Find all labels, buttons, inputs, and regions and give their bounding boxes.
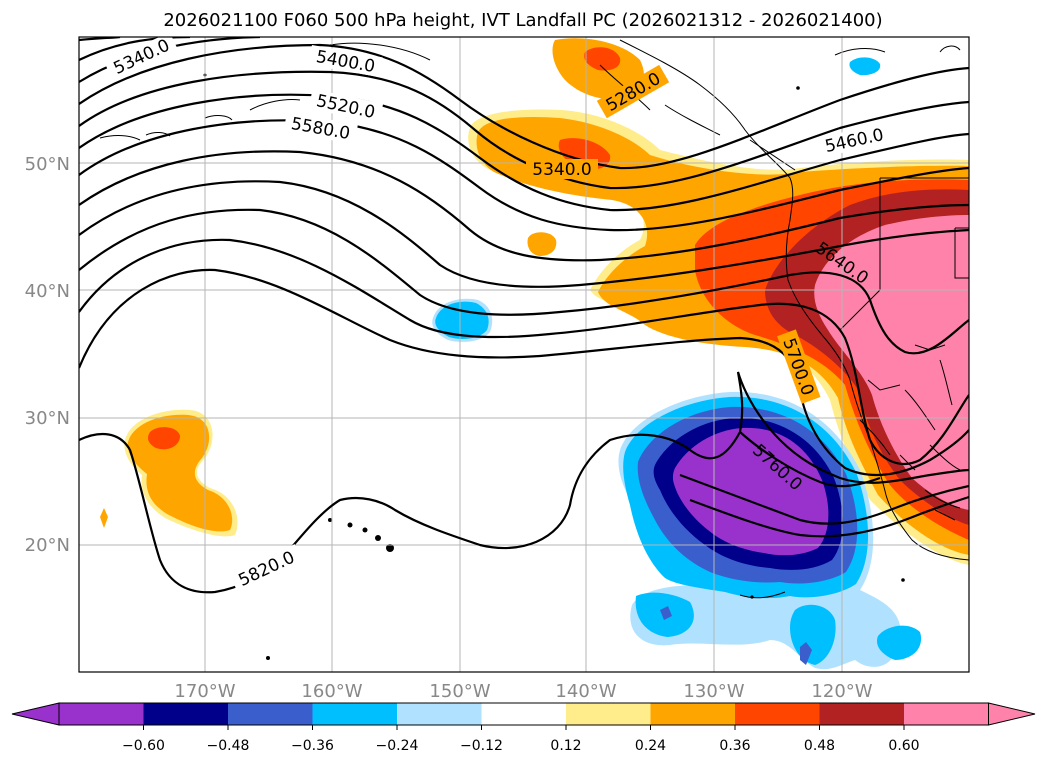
colorbar-tick-label-10: 0.60 [888,738,919,754]
colorbar-segment-1 [59,703,144,725]
islands [203,73,905,660]
shading-pink [814,215,969,510]
colorbar-tick-label-6: 0.12 [550,738,581,754]
lat-label-40n: 40°N [25,281,70,302]
lon-label-140w: 140°W [555,681,616,702]
colorbar-segment-2 [143,703,228,725]
colorbar-tick-marks [143,725,905,730]
lon-label-130w: 130°W [683,681,744,702]
colorbar-tick-label-1: −0.60 [122,738,165,754]
colorbar-tick-label-7: 0.24 [635,738,666,754]
colorbar-segment-9 [735,703,820,725]
colorbar-segment-7 [566,703,651,725]
colorbar-segment-4 [312,703,397,725]
colorbar-tick-label-9: 0.48 [804,738,835,754]
lon-label-160w: 160°W [301,681,362,702]
colorbar-segment-10 [819,703,904,725]
colorbar-tick-label-3: −0.36 [291,738,334,754]
lon-label-150w: 150°W [429,681,490,702]
colorbar-tick-label-5: −0.12 [460,738,503,754]
colorbar: −0.60 −0.48 −0.36 −0.24 −0.12 0.12 0.24 … [11,702,1036,754]
colorbar-segment-6 [481,703,566,725]
colorbar-frame [58,702,989,726]
map-frame [78,36,970,673]
shading-blue-small [435,301,489,339]
colorbar-segment-11 [904,703,989,725]
subtropical-positive-shading [100,409,238,537]
latitude-labels: 50°N 40°N 30°N 20°N [25,154,70,556]
colorbar-segment-5 [397,703,482,725]
colorbar-segment-3 [228,703,313,725]
shading-dark-orchid [672,427,829,556]
colorbar-max-extension [988,702,1036,726]
contour-label-5340-east: 5340.0 [532,160,591,180]
colorbar-tick-label-2: −0.48 [207,738,250,754]
map-panel: 5340.0 5400.0 5520.0 5580.0 5280.0 [78,36,970,673]
shading-red-orange-north [584,47,621,71]
lon-label-170w: 170°W [174,681,235,702]
negative-shading [432,57,922,670]
height-contours [79,37,969,594]
colorbar-tick-label-4: −0.24 [376,738,419,754]
longitude-labels: 170°W 160°W 150°W 140°W 130°W 120°W [174,681,872,702]
lon-label-120w: 120°W [811,681,872,702]
shading-orange-dot [527,232,557,256]
map-title: 2026021100 F060 500 hPa height, IVT Land… [163,10,882,31]
colorbar-segment-8 [650,703,735,725]
lat-label-30n: 30°N [25,408,70,429]
colorbar-tick-label-8: 0.36 [719,738,750,754]
colorbar-min-extension [11,702,60,726]
coastlines [99,39,969,599]
lat-label-50n: 50°N [25,154,70,175]
lat-label-20n: 20°N [25,535,70,556]
